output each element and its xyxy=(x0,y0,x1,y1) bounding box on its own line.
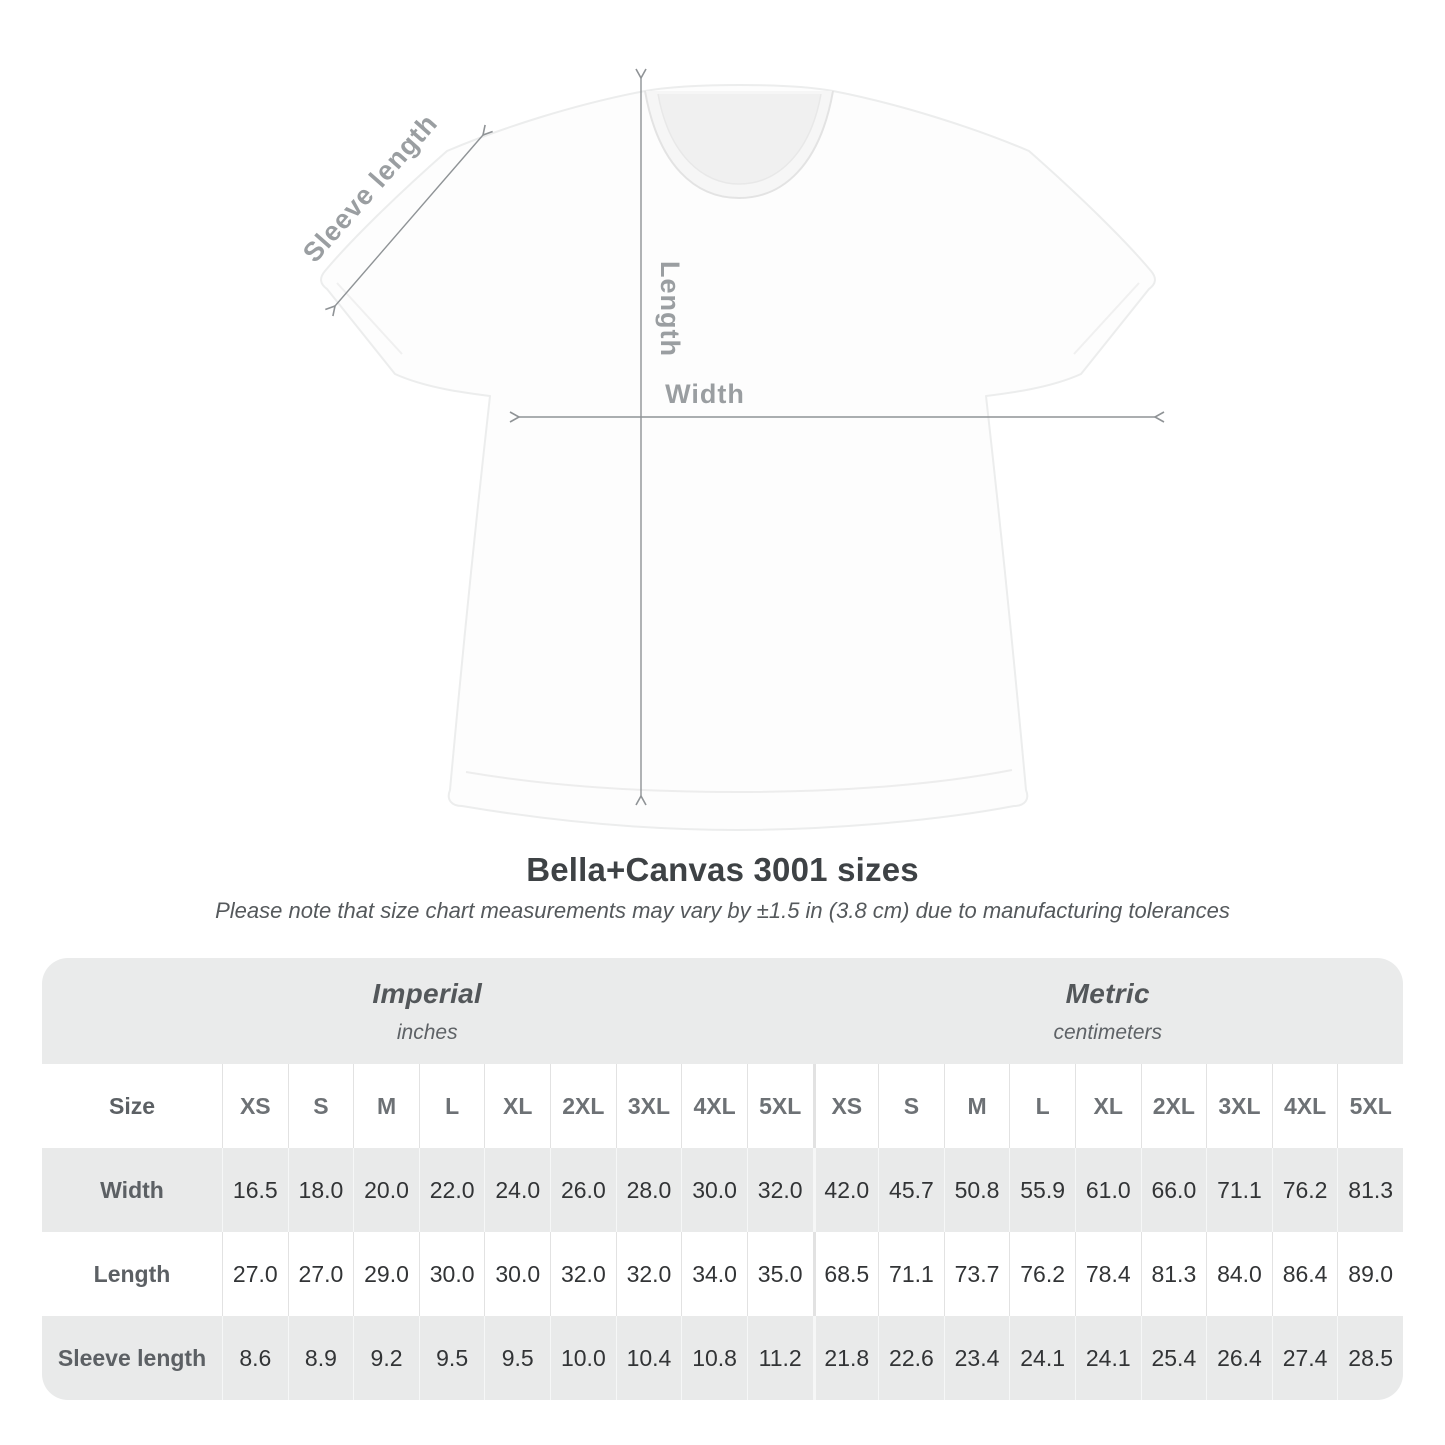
size-col-header: S xyxy=(878,1064,944,1148)
size-value-cell: 8.6 xyxy=(222,1316,288,1400)
size-value-cell: 26.0 xyxy=(550,1148,616,1232)
size-table: Imperial inches Metric centimeters Size X… xyxy=(42,958,1403,1400)
size-value-cell: 10.8 xyxy=(681,1316,747,1400)
size-value-cell: 24.1 xyxy=(1074,1316,1141,1400)
size-col-header: S xyxy=(287,1064,354,1148)
size-value-cell: 32.0 xyxy=(615,1232,682,1316)
row-label: Width xyxy=(42,1148,222,1232)
size-value-cell: 71.1 xyxy=(1206,1148,1272,1232)
imperial-header: Imperial xyxy=(372,977,483,1009)
size-value-cell: 11.2 xyxy=(746,1316,813,1400)
size-value-cell: 73.7 xyxy=(943,1232,1010,1316)
tshirt-collar-inner xyxy=(657,93,822,185)
size-value-cell: 25.4 xyxy=(1140,1316,1207,1400)
size-value-cell: 22.0 xyxy=(418,1148,485,1232)
size-value-cell: 76.2 xyxy=(1271,1148,1338,1232)
size-value-cell: 9.5 xyxy=(484,1316,551,1400)
size-value-cell: 23.4 xyxy=(943,1316,1010,1400)
size-value-cell: 27.0 xyxy=(222,1232,288,1316)
size-value-cell: 61.0 xyxy=(1074,1148,1141,1232)
tshirt-hem-stitch xyxy=(465,769,1013,794)
width-label: Width xyxy=(665,379,745,409)
size-value-cell: 16.5 xyxy=(222,1148,288,1232)
size-col-header: L xyxy=(1009,1064,1075,1148)
metric-header-group: Metric centimeters xyxy=(812,958,1403,1064)
metric-header: Metric xyxy=(1065,977,1150,1009)
size-col-header: 3XL xyxy=(1206,1064,1272,1148)
tshirt-body-shape xyxy=(320,84,1156,831)
size-value-cell: 18.0 xyxy=(287,1148,354,1232)
size-value-cell: 50.8 xyxy=(943,1148,1010,1232)
size-value-cell: 84.0 xyxy=(1206,1232,1272,1316)
size-value-cell: 55.9 xyxy=(1009,1148,1075,1232)
size-value-cell: 34.0 xyxy=(681,1232,747,1316)
imperial-unit: inches xyxy=(396,1020,458,1044)
sleeve-length-arrow xyxy=(325,124,493,317)
size-col-header: 3XL xyxy=(615,1064,682,1148)
size-col-header: 4XL xyxy=(1271,1064,1338,1148)
size-value-cell: 68.5 xyxy=(812,1232,879,1316)
page-subtitle: Please note that size chart measurements… xyxy=(215,898,1230,923)
size-col-header: 4XL xyxy=(681,1064,747,1148)
size-col-header: 2XL xyxy=(1140,1064,1207,1148)
size-value-cell: 21.8 xyxy=(812,1316,879,1400)
size-value-cell: 9.5 xyxy=(418,1316,485,1400)
size-value-cell: 26.4 xyxy=(1206,1316,1272,1400)
size-value-cell: 22.6 xyxy=(878,1316,944,1400)
row-label: Sleeve length xyxy=(42,1316,222,1400)
metric-unit: centimeters xyxy=(1053,1020,1163,1044)
size-col-header: XS xyxy=(812,1064,879,1148)
tshirt-illustration: Sleeve length Length Width xyxy=(297,68,1165,831)
size-value-cell: 30.0 xyxy=(484,1232,550,1316)
size-col-header: 2XL xyxy=(550,1064,616,1148)
size-table-grid: Imperial inches Metric centimeters Size X… xyxy=(42,958,1403,1400)
size-value-cell: 32.0 xyxy=(550,1232,616,1316)
size-value-cell: 28.5 xyxy=(1337,1316,1403,1400)
size-col-header: 5XL xyxy=(1337,1064,1403,1148)
tshirt-size-diagram: Sleeve length Length Width xyxy=(297,68,1165,831)
size-value-cell: 81.3 xyxy=(1337,1148,1403,1232)
size-value-cell: 30.0 xyxy=(418,1232,485,1316)
size-value-cell: 42.0 xyxy=(812,1148,879,1232)
size-value-cell: 81.3 xyxy=(1140,1232,1207,1316)
size-value-cell: 71.1 xyxy=(878,1232,944,1316)
size-value-cell: 29.0 xyxy=(353,1232,419,1316)
size-corner-label: Size xyxy=(108,1092,156,1119)
size-value-cell: 27.0 xyxy=(287,1232,354,1316)
size-value-cell: 24.0 xyxy=(484,1148,551,1232)
row-label: Length xyxy=(93,1260,171,1287)
size-value-cell: 86.4 xyxy=(1271,1232,1338,1316)
size-value-cell: 76.2 xyxy=(1009,1232,1075,1316)
size-col-header: 5XL xyxy=(746,1064,813,1148)
length-label: Length xyxy=(655,261,685,357)
size-value-cell: 66.0 xyxy=(1140,1148,1207,1232)
size-value-cell: 45.7 xyxy=(878,1148,944,1232)
size-value-cell: 28.0 xyxy=(615,1148,682,1232)
size-value-cell: 30.0 xyxy=(681,1148,747,1232)
size-value-cell: 78.4 xyxy=(1074,1232,1141,1316)
size-col-header: XL xyxy=(1074,1064,1141,1148)
size-value-cell: 9.2 xyxy=(353,1316,419,1400)
size-col-header: XS xyxy=(222,1064,288,1148)
size-value-cell: 89.0 xyxy=(1337,1232,1403,1316)
size-value-cell: 10.0 xyxy=(550,1316,616,1400)
size-col-header: L xyxy=(418,1064,485,1148)
tshirt-right-cuff-stitch xyxy=(1073,282,1140,355)
size-col-header: M xyxy=(353,1064,419,1148)
size-value-cell: 8.9 xyxy=(287,1316,354,1400)
size-col-header: M xyxy=(943,1064,1010,1148)
page-title: Bella+Canvas 3001 sizes xyxy=(526,851,919,888)
size-value-cell: 35.0 xyxy=(746,1232,813,1316)
size-value-cell: 32.0 xyxy=(746,1148,813,1232)
size-col-header: XL xyxy=(484,1064,550,1148)
size-value-cell: 10.4 xyxy=(615,1316,682,1400)
size-value-cell: 20.0 xyxy=(353,1148,419,1232)
size-value-cell: 24.1 xyxy=(1009,1316,1075,1400)
size-value-cell: 27.4 xyxy=(1271,1316,1338,1400)
imperial-header-group: Imperial inches xyxy=(42,958,813,1064)
